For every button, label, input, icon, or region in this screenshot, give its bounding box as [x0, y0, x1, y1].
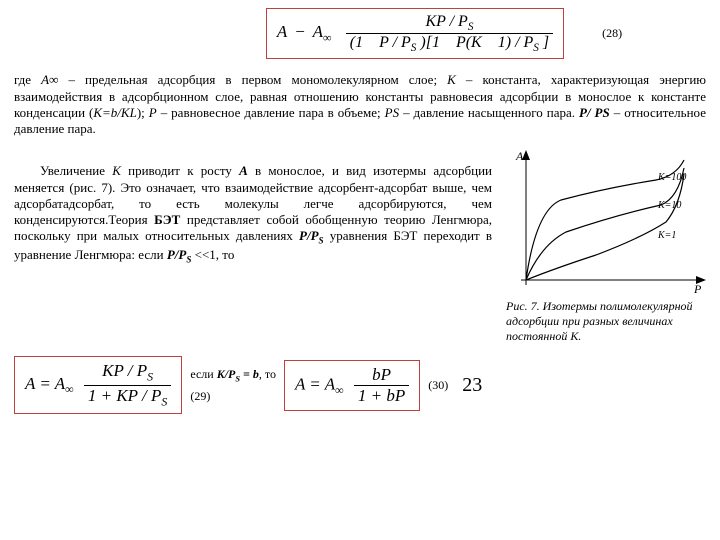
- btw-c: = b: [240, 367, 259, 381]
- eq30-sub: ∞: [335, 383, 343, 397]
- eq29-num-s: S: [147, 370, 153, 384]
- eq28-lhs-ainf: A: [313, 22, 323, 41]
- eq28-den-s1: S: [411, 42, 417, 54]
- equation-29: A = A∞ KP / PS 1 + KP / PS: [14, 356, 182, 414]
- equation-28: A − A∞ KP / PS (1 P / PS )[1 P(K 1) / PS…: [266, 8, 564, 59]
- def-c: – предельная адсорбция в первом мономоле…: [58, 72, 447, 87]
- eq28-label: (28): [602, 26, 622, 41]
- eq28-den-p3: 1) / P: [498, 34, 534, 51]
- def-k: – давление насыщенного пара.: [399, 105, 579, 120]
- def-g: );: [137, 105, 149, 120]
- b6: БЭТ: [154, 212, 180, 227]
- b4: A: [239, 163, 248, 178]
- eq28-inf: ∞: [323, 30, 331, 44]
- equation-30: A = A∞ bP 1 + bP: [284, 360, 420, 411]
- b8: P/P: [299, 228, 319, 243]
- b3: приводит к росту: [121, 163, 239, 178]
- curve-label-2: K=1: [657, 230, 676, 241]
- eq28-dash: −: [294, 22, 305, 41]
- eq30-den: 1 + bP: [354, 386, 409, 406]
- eq30-lhs: A = A: [295, 374, 335, 393]
- equation-28-row: A − A∞ KP / PS (1 P / PS )[1 P(K 1) / PS…: [14, 8, 706, 59]
- eq29-between: если K/PS = b, то (29): [190, 367, 276, 404]
- b2: K: [112, 163, 121, 178]
- page-number: 23: [462, 374, 482, 397]
- eq28-den-s2: S: [533, 42, 539, 54]
- eq29-lhs: A = A: [25, 374, 65, 393]
- eq28-num: KP / P: [425, 13, 467, 30]
- curve-K=10: [526, 168, 684, 280]
- eq28-den-p2: P(K: [456, 34, 482, 51]
- eq29-den-s: S: [161, 394, 167, 408]
- def-d: K: [447, 72, 456, 87]
- def-f: K=b/KL: [93, 105, 136, 120]
- x-axis-label: P: [693, 282, 702, 295]
- def-i: – равновесное давление пара в объеме;: [157, 105, 385, 120]
- chart-figure: A P K=100K=10K=1 Рис. 7. Изотермы полимо…: [506, 150, 706, 344]
- def-h: P: [149, 105, 157, 120]
- eq28-den-p1: P / P: [379, 34, 411, 51]
- b1: Увеличение: [40, 163, 112, 178]
- definitions-paragraph: где A∞ – предельная адсорбция в первом м…: [14, 72, 706, 137]
- isotherm-chart: A P K=100K=10K=1: [506, 150, 706, 295]
- eq29-num: KP / P: [102, 361, 147, 380]
- eq28-den-open: (1: [350, 34, 363, 51]
- def-l: P/ PS: [579, 105, 610, 120]
- chart-caption: Рис. 7. Изотермы полимолекулярной адсорб…: [506, 299, 706, 344]
- eq29-label: (29): [190, 389, 276, 404]
- y-axis-label: A: [515, 150, 524, 163]
- btw-d: , то: [259, 367, 276, 381]
- eq29-sub: ∞: [65, 383, 73, 397]
- btw-b: K/P: [217, 367, 236, 381]
- def-a: где: [14, 72, 41, 87]
- eq30-num: bP: [354, 365, 409, 386]
- b10: P/P: [167, 247, 187, 262]
- body-with-chart: Увеличение K приводит к росту A в моносл…: [14, 150, 706, 344]
- body-paragraph: Увеличение K приводит к росту A в моносл…: [14, 163, 492, 266]
- eq30-label: (30): [428, 378, 448, 393]
- eq28-close: ]: [543, 34, 549, 51]
- eq28-lhs-a: A: [277, 22, 287, 41]
- eq28-num-s: S: [468, 21, 474, 33]
- def-b: A∞: [41, 72, 58, 87]
- b11: <<1, то: [191, 247, 234, 262]
- eq29-den: 1 + KP / P: [88, 386, 162, 405]
- def-j: PS: [385, 105, 399, 120]
- btw-a: если: [190, 367, 216, 381]
- bottom-equations-row: A = A∞ KP / PS 1 + KP / PS если K/PS = b…: [14, 356, 706, 414]
- eq28-brkopen: )[1: [420, 34, 440, 51]
